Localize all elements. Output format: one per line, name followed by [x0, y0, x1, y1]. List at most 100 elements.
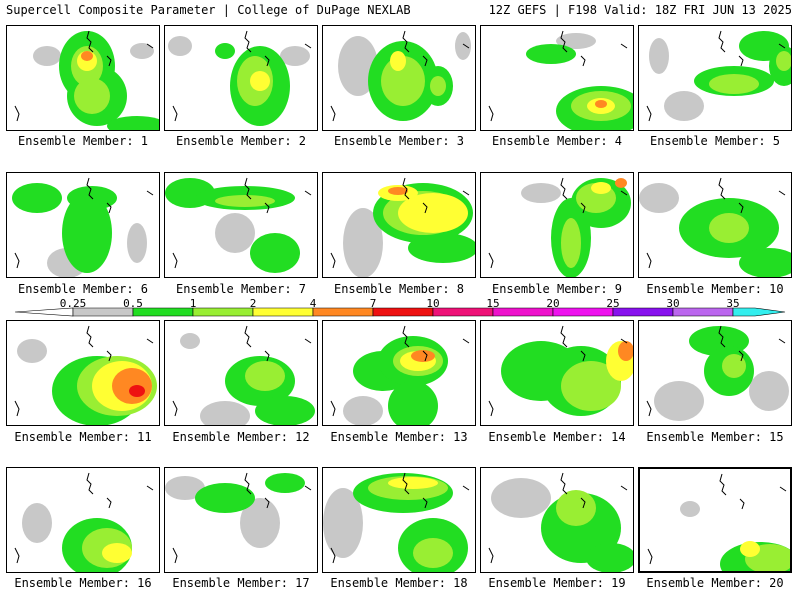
- scp-contour-area: [33, 46, 61, 66]
- scp-contour-area: [107, 116, 159, 130]
- legend-level-label: 35: [726, 297, 740, 310]
- ensemble-member-map[interactable]: [322, 172, 476, 278]
- coastline-outline: [304, 338, 312, 344]
- ensemble-member-label: Ensemble Member: 6: [17, 282, 149, 296]
- ensemble-member-map[interactable]: [6, 25, 160, 131]
- scp-contour-area: [215, 43, 235, 59]
- scp-contour-area: [556, 490, 596, 526]
- legend-color-swatch: [312, 307, 374, 317]
- ensemble-member-map[interactable]: [322, 25, 476, 131]
- coastline-outline: [244, 325, 252, 348]
- legend-level-label: 10: [426, 297, 440, 310]
- coastline-outline: [488, 252, 494, 269]
- coastline-outline: [738, 350, 744, 362]
- coastline-outline: [462, 43, 470, 49]
- scp-contour-field: [330, 30, 471, 122]
- scp-contour-field: [323, 472, 470, 572]
- scp-contour-area: [491, 478, 551, 518]
- coastline-outline: [779, 486, 787, 492]
- coastline-outline: [778, 190, 786, 196]
- scp-contour-area: [595, 100, 607, 108]
- coastline-outline: [647, 548, 653, 565]
- legend-level-label: 4: [309, 297, 317, 310]
- coastline-outline: [172, 252, 178, 269]
- scp-contour-area: [245, 361, 285, 391]
- coastline-outline: [422, 55, 428, 67]
- scp-contour-area: [102, 543, 132, 563]
- ensemble-member-label: Ensemble Member: 7: [175, 282, 307, 296]
- legend-color-swatch: [372, 307, 434, 317]
- coastline-outline: [719, 473, 727, 496]
- scp-contour-area: [343, 208, 383, 277]
- coastline-outline: [620, 338, 628, 344]
- legend-level-label: 30: [666, 297, 680, 310]
- ensemble-member-map[interactable]: [638, 320, 792, 426]
- coastline-outline: [304, 43, 312, 49]
- ensemble-member-label: Ensemble Member: 10: [646, 282, 784, 296]
- coastline-outline: [718, 30, 726, 53]
- coastline-outline: [172, 547, 178, 564]
- ensemble-member-map[interactable]: [6, 172, 160, 278]
- scp-contour-area: [12, 183, 62, 213]
- ensemble-member-map[interactable]: [638, 25, 792, 131]
- ensemble-member-map[interactable]: [164, 25, 318, 131]
- scp-contour-area: [255, 396, 315, 425]
- ensemble-member-map[interactable]: [480, 467, 634, 573]
- scp-contour-area: [195, 483, 255, 513]
- scp-contour-area: [62, 193, 112, 273]
- scp-contour-field: [172, 325, 315, 425]
- ensemble-member-map[interactable]: [480, 25, 634, 131]
- coastline-outline: [739, 498, 745, 510]
- coastline-outline: [172, 105, 178, 122]
- coastline-outline: [304, 190, 312, 196]
- ensemble-member-map[interactable]: [480, 172, 634, 278]
- coastline-outline: [462, 338, 470, 344]
- ensemble-member-map[interactable]: [164, 320, 318, 426]
- scp-contour-area: [615, 178, 627, 188]
- legend-color-swatch: [672, 307, 734, 317]
- ensemble-member-map[interactable]: [322, 467, 476, 573]
- ensemble-member-map[interactable]: [638, 467, 792, 573]
- scp-contour-area: [17, 339, 47, 363]
- scp-contour-area: [591, 182, 611, 194]
- scp-contour-area: [680, 501, 700, 517]
- ensemble-member-map[interactable]: [480, 320, 634, 426]
- ensemble-member-map[interactable]: [164, 172, 318, 278]
- scp-contour-area: [618, 341, 633, 361]
- coastline-outline: [488, 547, 494, 564]
- scp-contour-area: [388, 381, 438, 425]
- ensemble-member-map[interactable]: [164, 467, 318, 573]
- coastline-outline: [86, 325, 94, 348]
- scp-contour-area: [280, 46, 310, 66]
- coastline-outline: [402, 30, 410, 53]
- scp-contour-field: [639, 177, 791, 277]
- ensemble-member-map[interactable]: [638, 172, 792, 278]
- scp-contour-field: [488, 30, 633, 130]
- legend-color-swatch: [432, 307, 494, 317]
- legend-color-swatch: [492, 307, 554, 317]
- coastline-outline: [646, 105, 652, 122]
- coastline-outline: [718, 177, 726, 200]
- scp-contour-area: [526, 44, 576, 64]
- scp-contour-area: [776, 51, 791, 71]
- scp-contour-area: [240, 498, 280, 548]
- coastline-outline: [778, 338, 786, 344]
- scp-contour-area: [740, 541, 760, 557]
- scp-contour-field: [646, 30, 791, 122]
- scp-contour-area: [200, 401, 250, 425]
- ensemble-member-label: Ensemble Member: 1: [17, 134, 149, 148]
- coastline-outline: [402, 472, 410, 495]
- scp-contour-field: [14, 30, 159, 130]
- coastline-outline: [422, 202, 428, 214]
- scp-contour-area: [586, 543, 633, 572]
- scp-contour-area: [165, 476, 205, 500]
- scp-contour-field: [488, 325, 633, 417]
- coastline-outline: [330, 400, 336, 417]
- coastline-outline: [244, 177, 252, 200]
- ensemble-member-map[interactable]: [322, 320, 476, 426]
- ensemble-member-label: Ensemble Member: 8: [333, 282, 465, 296]
- ensemble-member-map[interactable]: [6, 320, 160, 426]
- legend-color-swatch: [612, 307, 674, 317]
- ensemble-member-map[interactable]: [6, 467, 160, 573]
- scp-contour-field: [168, 30, 312, 126]
